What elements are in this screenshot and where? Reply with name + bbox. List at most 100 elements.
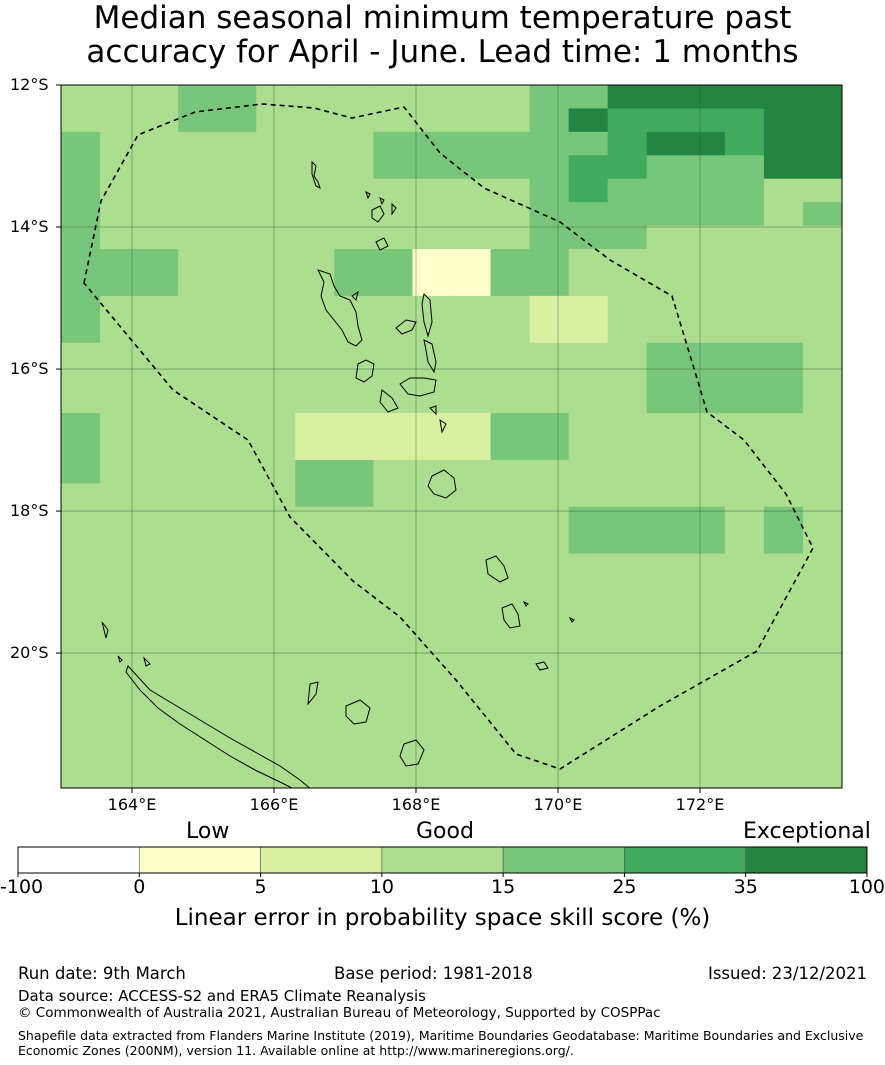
skill-cell bbox=[568, 249, 609, 273]
skill-cell bbox=[646, 670, 687, 695]
skill-cell bbox=[178, 577, 218, 602]
skill-cell bbox=[412, 459, 452, 484]
skill-cell bbox=[178, 623, 218, 648]
skill-cell bbox=[334, 600, 374, 625]
skill-grid bbox=[61, 85, 842, 788]
skill-cell bbox=[724, 295, 765, 320]
skill-cell bbox=[217, 319, 257, 344]
skill-cell bbox=[295, 577, 335, 602]
skill-cell bbox=[607, 459, 648, 484]
skill-cell bbox=[763, 530, 804, 555]
skill-cell bbox=[334, 483, 374, 508]
skill-cell bbox=[412, 623, 452, 648]
skill-cell bbox=[334, 436, 374, 461]
skill-cell bbox=[685, 295, 726, 320]
skill-cell bbox=[646, 483, 687, 508]
skill-cell bbox=[412, 600, 452, 625]
skill-cell bbox=[529, 623, 570, 648]
skill-cell bbox=[763, 413, 804, 437]
skill-cell bbox=[412, 366, 452, 391]
skill-cell bbox=[529, 389, 570, 414]
skill-cell bbox=[178, 319, 218, 344]
skill-cell bbox=[685, 741, 726, 766]
skill-cell bbox=[61, 249, 101, 273]
coastlines bbox=[101, 160, 575, 788]
skill-cell bbox=[217, 670, 257, 695]
skill-cell bbox=[724, 483, 765, 508]
skill-cell bbox=[295, 600, 335, 625]
skill-cell bbox=[334, 623, 374, 648]
skill-cell bbox=[451, 131, 492, 156]
skill-cell bbox=[451, 366, 492, 391]
skill-cell bbox=[529, 413, 570, 437]
colorbar-tick-label: 35 bbox=[733, 876, 758, 898]
skill-cell bbox=[568, 764, 609, 788]
skill-cell bbox=[256, 600, 296, 625]
skill-cell bbox=[529, 108, 570, 133]
skill-cell bbox=[334, 647, 374, 672]
skill-cell bbox=[178, 670, 218, 695]
skill-cell bbox=[724, 249, 765, 273]
skill-cell bbox=[373, 741, 413, 766]
skill-cell bbox=[568, 436, 609, 461]
skill-cell bbox=[607, 249, 648, 273]
skill-cell bbox=[490, 225, 531, 250]
skill-cell bbox=[568, 108, 609, 133]
skill-cell bbox=[178, 366, 218, 391]
skill-cell bbox=[607, 436, 648, 461]
skill-cell bbox=[256, 577, 296, 602]
skill-cell bbox=[373, 131, 413, 156]
skill-cell bbox=[139, 85, 179, 109]
skill-cell bbox=[529, 202, 570, 227]
skill-cell bbox=[490, 623, 531, 648]
skill-cell bbox=[607, 202, 648, 227]
skill-cell bbox=[334, 319, 374, 344]
skill-cell bbox=[490, 577, 531, 602]
skill-cell bbox=[178, 131, 218, 156]
skill-cell bbox=[256, 178, 296, 203]
skill-cell bbox=[256, 225, 296, 250]
skill-cell bbox=[178, 600, 218, 625]
skill-cell bbox=[256, 249, 296, 273]
skill-cell bbox=[139, 459, 179, 484]
chart-title-line-2: accuracy for April - June. Lead time: 1 … bbox=[86, 34, 799, 70]
skill-cell bbox=[61, 202, 101, 227]
skill-cell bbox=[451, 155, 492, 180]
skill-cell bbox=[685, 553, 726, 578]
skill-cell bbox=[451, 694, 492, 719]
skill-cell bbox=[451, 108, 492, 133]
skill-cell bbox=[529, 694, 570, 719]
skill-cell bbox=[139, 366, 179, 391]
colorbar-label-low: Low bbox=[186, 819, 230, 844]
island-loyalty-ouvea bbox=[307, 681, 319, 706]
skill-cell bbox=[100, 131, 140, 156]
skill-cell bbox=[178, 530, 218, 555]
skill-cell bbox=[802, 319, 842, 344]
skill-cell bbox=[763, 553, 804, 578]
skill-cell bbox=[61, 623, 101, 648]
skill-cell bbox=[490, 436, 531, 461]
skill-cell bbox=[607, 670, 648, 695]
skill-cell bbox=[295, 389, 335, 414]
islet-matthew bbox=[568, 616, 575, 623]
skill-cell bbox=[61, 413, 101, 437]
skill-cell bbox=[100, 319, 140, 344]
skill-cell bbox=[334, 694, 374, 719]
skill-cell bbox=[724, 459, 765, 484]
skill-cell bbox=[763, 202, 804, 227]
skill-cell bbox=[178, 459, 218, 484]
skill-cell bbox=[373, 249, 413, 273]
skill-cell bbox=[295, 85, 335, 109]
skill-cell bbox=[334, 108, 374, 133]
skill-cell bbox=[685, 178, 726, 203]
skill-cell bbox=[802, 413, 842, 437]
colorbar-segment bbox=[17, 846, 140, 874]
skill-cell bbox=[607, 764, 648, 788]
skill-cell bbox=[61, 342, 101, 367]
skill-cell bbox=[100, 670, 140, 695]
skill-cell bbox=[139, 741, 179, 766]
skill-cell bbox=[61, 741, 101, 766]
skill-cell bbox=[685, 764, 726, 788]
skill-cell bbox=[763, 647, 804, 672]
island-ambrym bbox=[399, 377, 437, 397]
